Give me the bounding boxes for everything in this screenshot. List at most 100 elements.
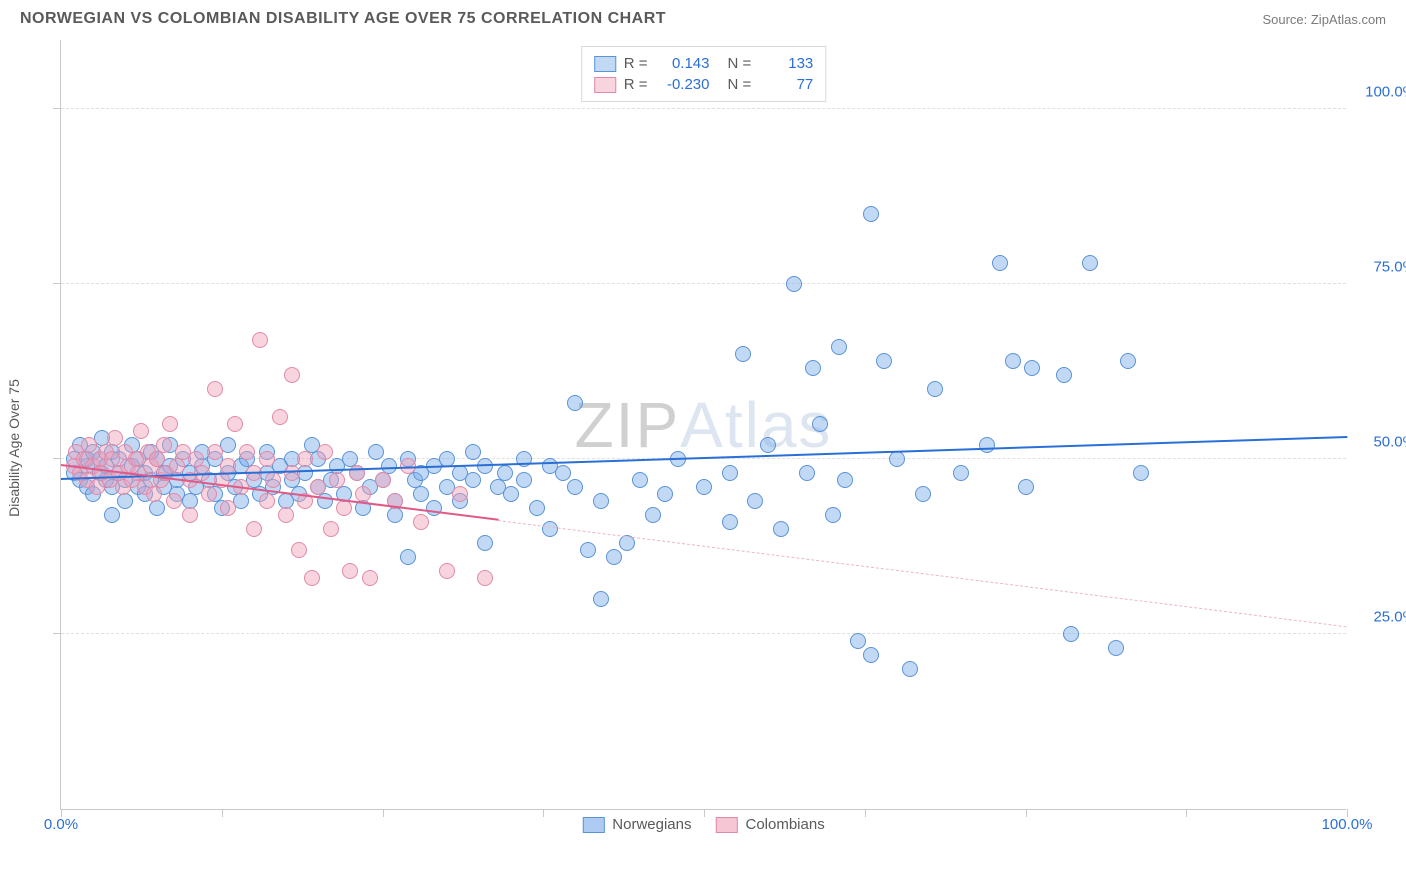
- data-point-colombians: [107, 430, 123, 446]
- chart-header: NORWEGIAN VS COLOMBIAN DISABILITY AGE OV…: [0, 0, 1406, 34]
- data-point-norwegians: [555, 465, 571, 481]
- legend-stats-row: R =-0.230N =77: [594, 74, 814, 95]
- data-point-norwegians: [497, 465, 513, 481]
- data-point-norwegians: [503, 486, 519, 502]
- data-point-colombians: [166, 493, 182, 509]
- data-point-colombians: [297, 451, 313, 467]
- data-point-colombians: [246, 521, 262, 537]
- data-point-colombians: [133, 423, 149, 439]
- data-point-norwegians: [567, 479, 583, 495]
- legend-item: Colombians: [716, 816, 825, 833]
- data-point-norwegians: [805, 360, 821, 376]
- data-point-norwegians: [657, 486, 673, 502]
- scatter-plot: ZIPAtlas 25.0%50.0%75.0%100.0%0.0%100.0%…: [60, 40, 1346, 810]
- data-point-norwegians: [915, 486, 931, 502]
- stat-r-label: R =: [624, 55, 648, 72]
- legend-swatch: [582, 817, 604, 833]
- y-tick-mark: [53, 458, 61, 459]
- data-point-norwegians: [696, 479, 712, 495]
- data-point-colombians: [477, 570, 493, 586]
- data-point-norwegians: [465, 472, 481, 488]
- data-point-norwegians: [902, 661, 918, 677]
- data-point-colombians: [317, 444, 333, 460]
- data-point-norwegians: [117, 493, 133, 509]
- data-point-colombians: [284, 465, 300, 481]
- stat-r-label: R =: [624, 76, 648, 93]
- data-point-colombians: [207, 444, 223, 460]
- data-point-colombians: [156, 437, 172, 453]
- data-point-colombians: [329, 472, 345, 488]
- data-point-colombians: [336, 500, 352, 516]
- y-axis-label: Disability Age Over 75: [6, 379, 22, 517]
- data-point-norwegians: [1133, 465, 1149, 481]
- data-point-colombians: [284, 367, 300, 383]
- data-point-norwegians: [1018, 479, 1034, 495]
- chart-wrap: Disability Age Over 75 ZIPAtlas 25.0%50.…: [20, 40, 1386, 840]
- data-point-norwegians: [1063, 626, 1079, 642]
- data-point-norwegians: [799, 465, 815, 481]
- data-point-colombians: [278, 507, 294, 523]
- stat-r-value: 0.143: [656, 55, 710, 72]
- data-point-colombians: [272, 409, 288, 425]
- legend-item: Norwegians: [582, 816, 691, 833]
- stat-n-label: N =: [728, 76, 752, 93]
- data-point-norwegians: [1082, 255, 1098, 271]
- data-point-norwegians: [889, 451, 905, 467]
- data-point-norwegians: [149, 500, 165, 516]
- x-tick-mark: [1026, 809, 1027, 817]
- chart-title: NORWEGIAN VS COLOMBIAN DISABILITY AGE OV…: [20, 10, 666, 28]
- data-point-norwegians: [1108, 640, 1124, 656]
- data-point-colombians: [220, 500, 236, 516]
- legend-stats-box: R =0.143N =133R =-0.230N =77: [581, 46, 827, 102]
- data-point-norwegians: [1120, 353, 1136, 369]
- x-tick-mark: [383, 809, 384, 817]
- data-point-colombians: [252, 332, 268, 348]
- data-point-norwegians: [722, 465, 738, 481]
- data-point-norwegians: [593, 493, 609, 509]
- x-tick-label-right: 100.0%: [1322, 816, 1373, 833]
- data-point-norwegians: [477, 535, 493, 551]
- data-point-norwegians: [863, 206, 879, 222]
- data-point-colombians: [162, 416, 178, 432]
- data-point-norwegians: [927, 381, 943, 397]
- data-point-norwegians: [850, 633, 866, 649]
- data-point-norwegians: [645, 507, 661, 523]
- data-point-colombians: [259, 451, 275, 467]
- y-tick-label: 50.0%: [1356, 434, 1406, 451]
- stat-n-value: 133: [759, 55, 813, 72]
- data-point-colombians: [342, 563, 358, 579]
- data-point-colombians: [323, 521, 339, 537]
- watermark: ZIPAtlas: [575, 388, 833, 462]
- data-point-norwegians: [593, 591, 609, 607]
- data-point-norwegians: [735, 346, 751, 362]
- data-point-colombians: [355, 486, 371, 502]
- legend-label: Norwegians: [612, 816, 691, 833]
- data-point-colombians: [439, 563, 455, 579]
- data-point-norwegians: [413, 486, 429, 502]
- data-point-norwegians: [516, 472, 532, 488]
- x-tick-mark: [222, 809, 223, 817]
- data-point-norwegians: [368, 444, 384, 460]
- y-tick-mark: [53, 633, 61, 634]
- legend-bottom: Norwegians Colombians: [582, 816, 824, 833]
- data-point-colombians: [304, 570, 320, 586]
- data-point-norwegians: [837, 472, 853, 488]
- data-point-norwegians: [831, 339, 847, 355]
- data-point-colombians: [362, 570, 378, 586]
- data-point-colombians: [169, 458, 185, 474]
- x-tick-label-left: 0.0%: [44, 816, 78, 833]
- data-point-norwegians: [1056, 367, 1072, 383]
- data-point-norwegians: [387, 507, 403, 523]
- data-point-colombians: [259, 493, 275, 509]
- data-point-colombians: [291, 542, 307, 558]
- data-point-colombians: [207, 381, 223, 397]
- gridline-h: [61, 633, 1346, 634]
- data-point-colombians: [146, 486, 162, 502]
- x-tick-mark: [543, 809, 544, 817]
- data-point-norwegians: [632, 472, 648, 488]
- gridline-h: [61, 283, 1346, 284]
- stat-n-value: 77: [759, 76, 813, 93]
- gridline-h: [61, 108, 1346, 109]
- data-point-norwegians: [773, 521, 789, 537]
- legend-swatch: [594, 56, 616, 72]
